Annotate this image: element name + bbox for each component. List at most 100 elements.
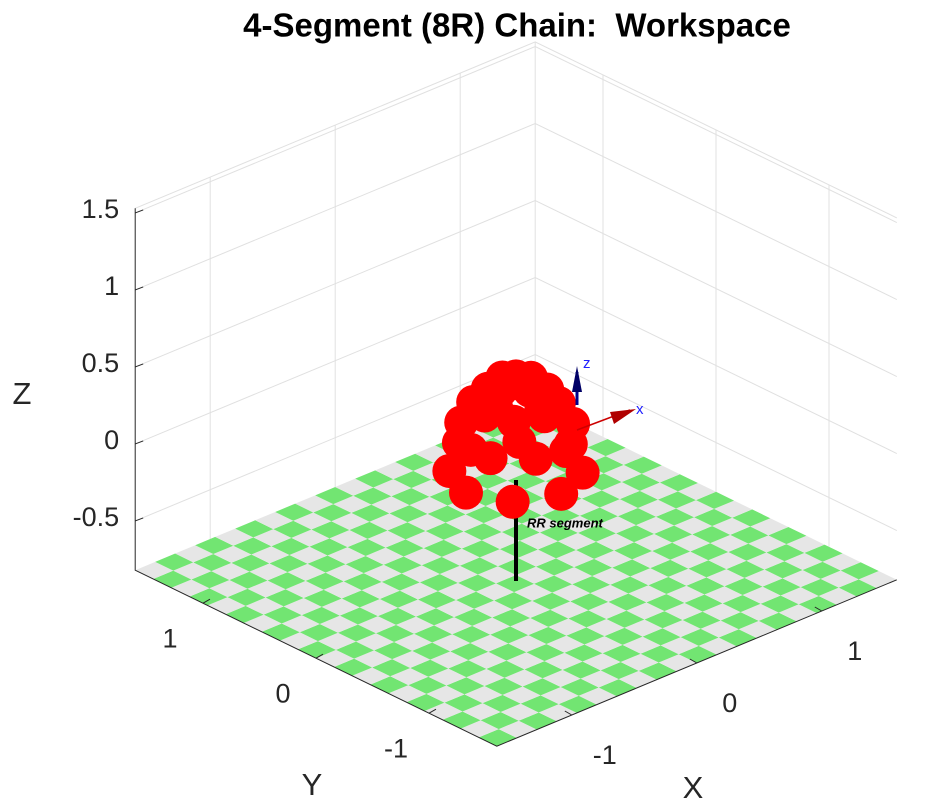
floor-tile	[245, 597, 284, 615]
floor-tile	[483, 514, 522, 532]
floor-tile	[623, 456, 662, 474]
axes-layer: -0.5 0 0.5 1 1.5 -1 0 1 -1 0 1	[73, 194, 897, 770]
floor-tile	[325, 564, 364, 582]
y-axis-label: Y	[302, 767, 323, 802]
floor-tile	[539, 524, 578, 542]
floor-tile	[592, 567, 631, 585]
floor-tile	[704, 586, 743, 604]
tick-mark	[689, 658, 698, 664]
floor-tile	[660, 637, 699, 655]
floor-tile	[231, 554, 270, 572]
floor-tile	[448, 660, 487, 678]
annotation: RR segment	[527, 515, 604, 530]
floor-tile	[588, 601, 627, 619]
floor-tile	[632, 551, 671, 569]
floor-tile	[468, 651, 507, 669]
floor-tile	[532, 592, 571, 610]
floor-tile	[417, 591, 456, 609]
floor-tile	[524, 661, 563, 679]
tick-mark	[135, 209, 144, 214]
floor-tile	[377, 607, 416, 625]
points-layer	[432, 359, 600, 519]
floor-tile	[557, 532, 596, 551]
floor-tile	[604, 627, 643, 645]
tick-mark	[135, 363, 144, 368]
floor-tile	[470, 634, 509, 652]
floor-tile	[319, 615, 358, 633]
floor-tile	[255, 511, 294, 530]
floor-tile	[694, 508, 733, 527]
floor-tile	[476, 583, 515, 601]
floor-tile	[782, 570, 821, 588]
floor-tile	[492, 609, 531, 627]
floor-tile	[672, 534, 711, 552]
floor-tile	[670, 551, 709, 569]
floor-tile	[327, 547, 366, 565]
floor-tile	[381, 573, 420, 591]
floor-tile	[802, 561, 841, 579]
floor-tile	[624, 619, 663, 637]
floor-tile	[494, 592, 533, 610]
floor-tile	[698, 637, 737, 655]
floor-tile	[265, 589, 304, 607]
floor-tile	[425, 522, 464, 540]
floor-tile	[445, 514, 484, 532]
floor-tile	[285, 580, 324, 599]
floor-tile	[155, 553, 194, 571]
point	[518, 441, 553, 476]
floor-tile	[674, 517, 713, 535]
floor-tile	[540, 687, 579, 705]
floor-tile	[354, 650, 393, 668]
floor-tile	[640, 645, 679, 663]
point	[544, 476, 579, 511]
floor-tile	[780, 587, 819, 605]
floor-tile	[546, 635, 585, 653]
floor-tile	[211, 562, 250, 580]
grid-line	[135, 122, 898, 300]
floor-tile	[554, 567, 593, 585]
floor-tile	[305, 572, 344, 590]
floor-tile	[309, 538, 348, 556]
floor-tile	[542, 669, 581, 687]
floor-tile	[634, 533, 673, 551]
floor-tile	[642, 628, 681, 646]
floor-tile	[408, 676, 447, 694]
point	[496, 404, 531, 439]
floor-tile	[708, 551, 747, 570]
floor-tile	[618, 670, 657, 688]
floor-tile	[459, 557, 498, 575]
floor-tile	[446, 677, 485, 695]
tick-mark	[428, 708, 437, 714]
floor-tile	[501, 523, 540, 541]
floor-tile	[405, 531, 444, 549]
floor-tile	[347, 538, 386, 556]
floor-tile	[444, 694, 483, 712]
floor-tile	[574, 558, 613, 576]
floor-tile	[437, 582, 476, 600]
floor-tile	[696, 491, 735, 509]
floor-tile	[598, 679, 637, 697]
floor-tile	[800, 578, 839, 596]
floor-tile	[484, 677, 523, 695]
floor-tile	[428, 668, 467, 686]
floor-tile	[597, 516, 636, 534]
floor-tile	[750, 518, 789, 536]
floor-tile	[227, 588, 266, 606]
floor-tile	[510, 618, 549, 636]
floor-tile	[395, 453, 434, 471]
floor-tile	[391, 487, 430, 506]
floor-tile	[399, 582, 438, 600]
floor-tile	[339, 607, 378, 625]
floor-tile	[329, 530, 368, 548]
floor-tile	[427, 505, 466, 523]
floor-tile	[416, 608, 455, 626]
floor-tile	[612, 559, 651, 577]
floor-tile	[209, 579, 248, 598]
point	[449, 475, 483, 510]
floor-tile	[639, 482, 678, 500]
floor-tile	[786, 535, 825, 553]
floor-tile	[317, 632, 356, 650]
point	[495, 484, 530, 519]
floor-tile	[293, 512, 332, 530]
